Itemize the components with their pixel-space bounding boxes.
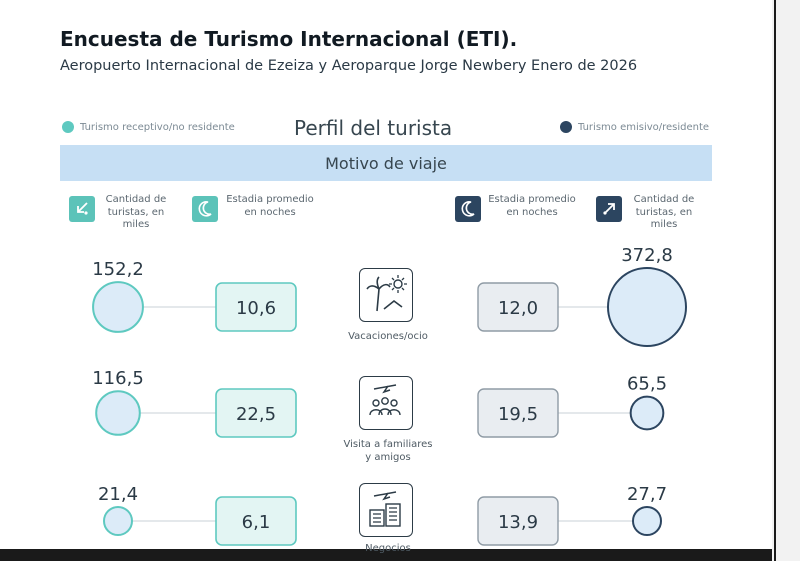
bubble-emissive-2 (632, 506, 662, 536)
bubble-emissive-0 (607, 267, 687, 347)
category-label-0: Vacaciones/ocio (328, 330, 448, 343)
section-band: Motivo de viaje (60, 145, 712, 181)
moon-icon-right (455, 196, 481, 222)
stay-label-emissive-2: 13,9 (498, 512, 538, 533)
band-title: Motivo de viaje (325, 153, 447, 173)
window-edge (772, 0, 800, 561)
legend-dot-emissive (560, 121, 572, 133)
depart-arrow-icon (596, 196, 622, 222)
stay-label-emissive-1: 19,5 (498, 404, 538, 425)
category-label-2-line-0: Negocios (365, 543, 411, 554)
stay-box-emissive-2 (477, 496, 559, 546)
family-plane-icon (359, 376, 413, 430)
header-left-stay: Estadia promedio en noches (226, 194, 314, 218)
category-label-2: Negocios (328, 542, 448, 555)
motive-chart: 152,2 10,6 12,0 372,8 116,5 22,5 19,5 65,5 21,4 6… (92, 245, 687, 546)
category-label-1-line-0: Visita a familiares (343, 439, 433, 450)
category-label-0-line-0: Vacaciones/ocio (348, 331, 428, 342)
category-label-1: Visita a familiares y amigos (328, 438, 448, 464)
header-right-count: Cantidad de turistas, en miles (633, 194, 695, 230)
page-subtitle: Aeropuerto Internacional de Ezeiza y Aer… (60, 58, 638, 74)
stay-box-emissive-1 (477, 388, 559, 438)
stay-box-receptive-0 (215, 282, 297, 332)
moon-icon (192, 196, 218, 222)
palm-beach-icon (359, 268, 413, 322)
legend-emissive: Turismo emisivo/residente (560, 121, 709, 133)
section-title: Perfil del turista (294, 116, 453, 140)
count-label-emissive-2: 27,7 (627, 484, 667, 505)
stay-label-emissive-0: 12,0 (498, 298, 538, 319)
business-buildings-icon (359, 483, 413, 537)
legend-emissive-label: Turismo emisivo/residente (578, 121, 710, 133)
bubble-receptive-0 (92, 281, 144, 333)
header-right-stay: Estadia promedio en noches (488, 194, 576, 218)
bubble-receptive-2 (103, 506, 133, 536)
count-label-emissive-0: 372,8 (621, 245, 673, 266)
stay-box-receptive-1 (215, 388, 297, 438)
count-label-receptive-2: 21,4 (98, 484, 138, 505)
stay-label-receptive-2: 6,1 (242, 512, 271, 533)
page-title: Encuesta de Turismo Internacional (ETI). (60, 27, 518, 51)
window-bottom-edge (0, 549, 772, 561)
legend-receptive-label: Turismo receptivo/no residente (80, 121, 235, 133)
count-label-receptive-1: 116,5 (92, 368, 144, 389)
count-label-receptive-0: 152,2 (92, 259, 144, 280)
header-left-count: Cantidad de turistas, en miles (105, 194, 167, 230)
bubble-receptive-1 (95, 390, 141, 436)
stay-box-receptive-2 (215, 496, 297, 546)
stay-label-receptive-0: 10,6 (236, 298, 276, 319)
legend-receptive: Turismo receptivo/no residente (62, 121, 235, 133)
category-label-1-line-1: y amigos (365, 452, 411, 463)
legend-dot-receptive (62, 121, 74, 133)
arrive-arrow-icon (69, 196, 95, 222)
stay-box-emissive-0 (477, 282, 559, 332)
count-label-emissive-1: 65,5 (627, 374, 667, 395)
stay-label-receptive-1: 22,5 (236, 404, 276, 425)
bubble-emissive-1 (629, 395, 665, 431)
